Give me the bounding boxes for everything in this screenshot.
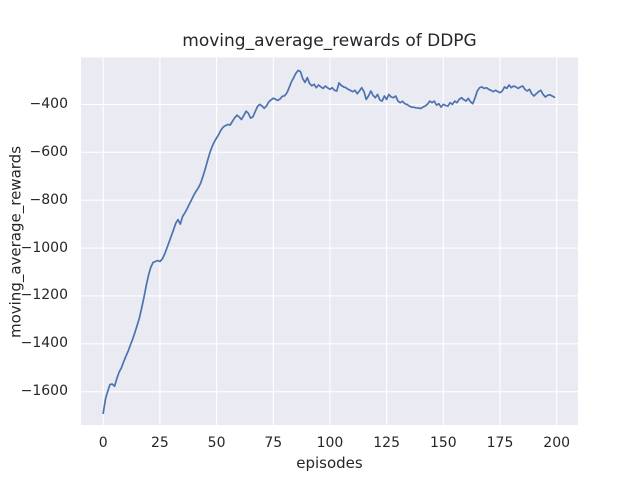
x-tick-label: 25	[150, 435, 169, 451]
x-tick-label: 175	[486, 435, 514, 451]
y-tick-label: −1000	[20, 239, 68, 256]
y-tick-label: −1600	[20, 383, 68, 400]
x-axis-label: episodes	[296, 454, 363, 472]
y-tick-label: −400	[29, 95, 68, 112]
x-tick-label: 50	[207, 435, 226, 451]
x-tick-label: 100	[316, 435, 344, 451]
y-tick-label: −1400	[20, 335, 68, 352]
chart-title: moving_average_rewards of DDPG	[182, 31, 477, 51]
y-tick-label: −800	[29, 191, 68, 208]
x-tick-label: 200	[543, 435, 571, 451]
y-tick-label: −1200	[20, 287, 68, 304]
x-tick-label: 0	[98, 435, 108, 451]
x-tick-label: 75	[264, 435, 283, 451]
y-tick-label: −600	[29, 143, 68, 160]
series-line-moving_average_rewards	[102, 69, 556, 415]
x-tick-label: 150	[429, 435, 457, 451]
x-tick-label: 125	[373, 435, 400, 451]
